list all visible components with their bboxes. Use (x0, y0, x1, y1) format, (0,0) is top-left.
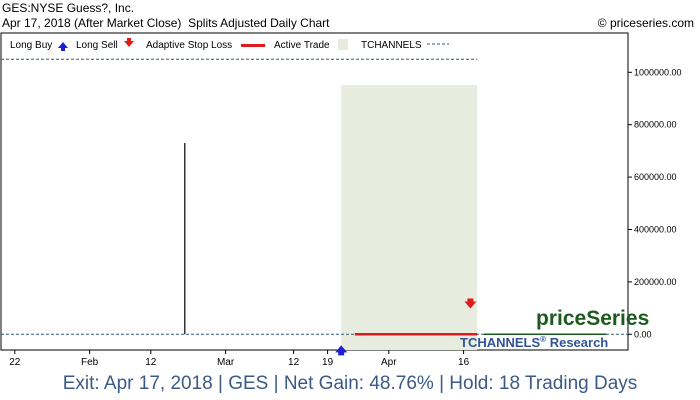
legend-long-sell-label: Long Sell (76, 40, 118, 51)
subtitle-type: Splits Adjusted Daily Chart (188, 16, 330, 30)
legend-long-buy-label: Long Buy (10, 40, 52, 51)
legend-stop-swatch (241, 44, 265, 47)
x-tick-label: Feb (81, 357, 99, 368)
brand-watermark: priceSeries (536, 307, 649, 330)
chart-subtitle: Apr 17, 2018 (After Market Close) Splits… (2, 16, 330, 30)
x-tick-label: Mar (217, 357, 235, 368)
watermark: priceSeries TCHANNELS® Research (460, 307, 649, 350)
active-trade-region (341, 85, 478, 350)
y-tick-label: 400000.00 (634, 224, 677, 234)
legend-active-trade-swatch (338, 39, 348, 50)
x-tick-label: 12 (288, 357, 300, 368)
site-credit: © priceseries.com (597, 16, 694, 30)
x-tick-label: Apr (381, 357, 397, 368)
price-series (184, 143, 607, 336)
x-tick-label: 19 (322, 357, 334, 368)
y-tick-label: 0.00 (634, 329, 652, 339)
y-tick-label: 1000000.00 (634, 67, 682, 77)
legend-tchannels-label: TCHANNELS (361, 40, 422, 51)
chart-title: GES:NYSE Guess?, Inc. (2, 1, 135, 15)
trade-markers (335, 298, 477, 356)
y-tick-label: 600000.00 (634, 172, 677, 182)
x-tick-label: 16 (458, 357, 470, 368)
price-chart: 22 Feb 12 Mar 12 19 Apr 16 0.00 200000.00 400000.… (0, 32, 682, 368)
legend-active-trade-label: Active Trade (274, 40, 330, 51)
x-axis: 22 Feb 12 Mar 12 19 Apr 16 (9, 350, 470, 368)
registered-mark: ® (540, 335, 546, 344)
research-suffix: Research (550, 335, 609, 350)
active-trade-band (341, 85, 478, 350)
plot-frame (0, 32, 629, 351)
y-axis: 0.00 200000.00 400000.00 600000.00 800000.00… (628, 67, 682, 339)
trade-summary: Exit: Apr 17, 2018 | GES | Net Gain: 48.… (62, 373, 638, 394)
y-tick-label: 200000.00 (634, 277, 677, 287)
research-name: TCHANNELS (460, 335, 540, 350)
research-watermark: TCHANNELS® Research (460, 335, 608, 350)
sell-signal-arrow-icon (464, 298, 477, 309)
legend-buy-arrow-icon (58, 42, 68, 51)
subtitle-date: Apr 17, 2018 (After Market Close) (2, 16, 182, 30)
buy-signal-arrow-icon (335, 345, 348, 356)
legend: Long Buy Long Sell Adaptive Stop Loss Ac… (10, 38, 449, 51)
legend-sell-arrow-icon (124, 38, 134, 47)
x-tick-label: 12 (145, 357, 157, 368)
plot-area (0, 32, 629, 351)
legend-adaptive-stop-label: Adaptive Stop Loss (146, 40, 232, 51)
y-tick-label: 800000.00 (634, 120, 677, 130)
x-tick-label: 22 (9, 357, 21, 368)
